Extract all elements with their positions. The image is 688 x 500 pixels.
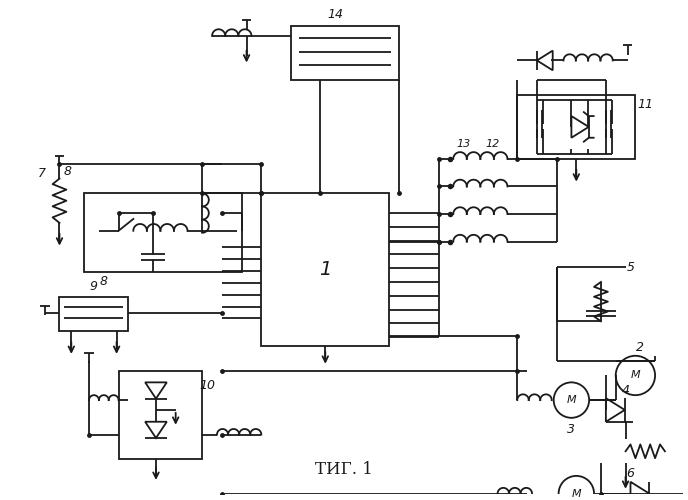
Bar xyxy=(59,296,129,331)
Text: 5: 5 xyxy=(627,260,634,274)
Text: 12: 12 xyxy=(486,139,499,149)
Bar xyxy=(261,194,389,346)
Text: ΤИГ. 1: ΤИГ. 1 xyxy=(315,460,373,477)
Text: M: M xyxy=(567,395,577,405)
Text: 8: 8 xyxy=(63,165,72,178)
Text: 14: 14 xyxy=(327,8,343,20)
Bar xyxy=(84,194,241,272)
Text: 4: 4 xyxy=(621,384,630,396)
Text: 11: 11 xyxy=(637,98,653,112)
Text: M: M xyxy=(572,488,581,498)
Text: 9: 9 xyxy=(90,280,98,293)
Text: 7: 7 xyxy=(38,167,46,180)
Text: 8: 8 xyxy=(100,276,108,288)
Text: 10: 10 xyxy=(199,379,215,392)
Text: 6: 6 xyxy=(627,468,634,480)
Text: M: M xyxy=(631,370,641,380)
Bar xyxy=(291,26,399,80)
Text: 13: 13 xyxy=(456,139,470,149)
Bar xyxy=(118,370,202,459)
Bar xyxy=(517,95,636,159)
Text: 1: 1 xyxy=(319,260,332,279)
Text: 3: 3 xyxy=(568,423,575,436)
Text: 2: 2 xyxy=(636,342,645,354)
